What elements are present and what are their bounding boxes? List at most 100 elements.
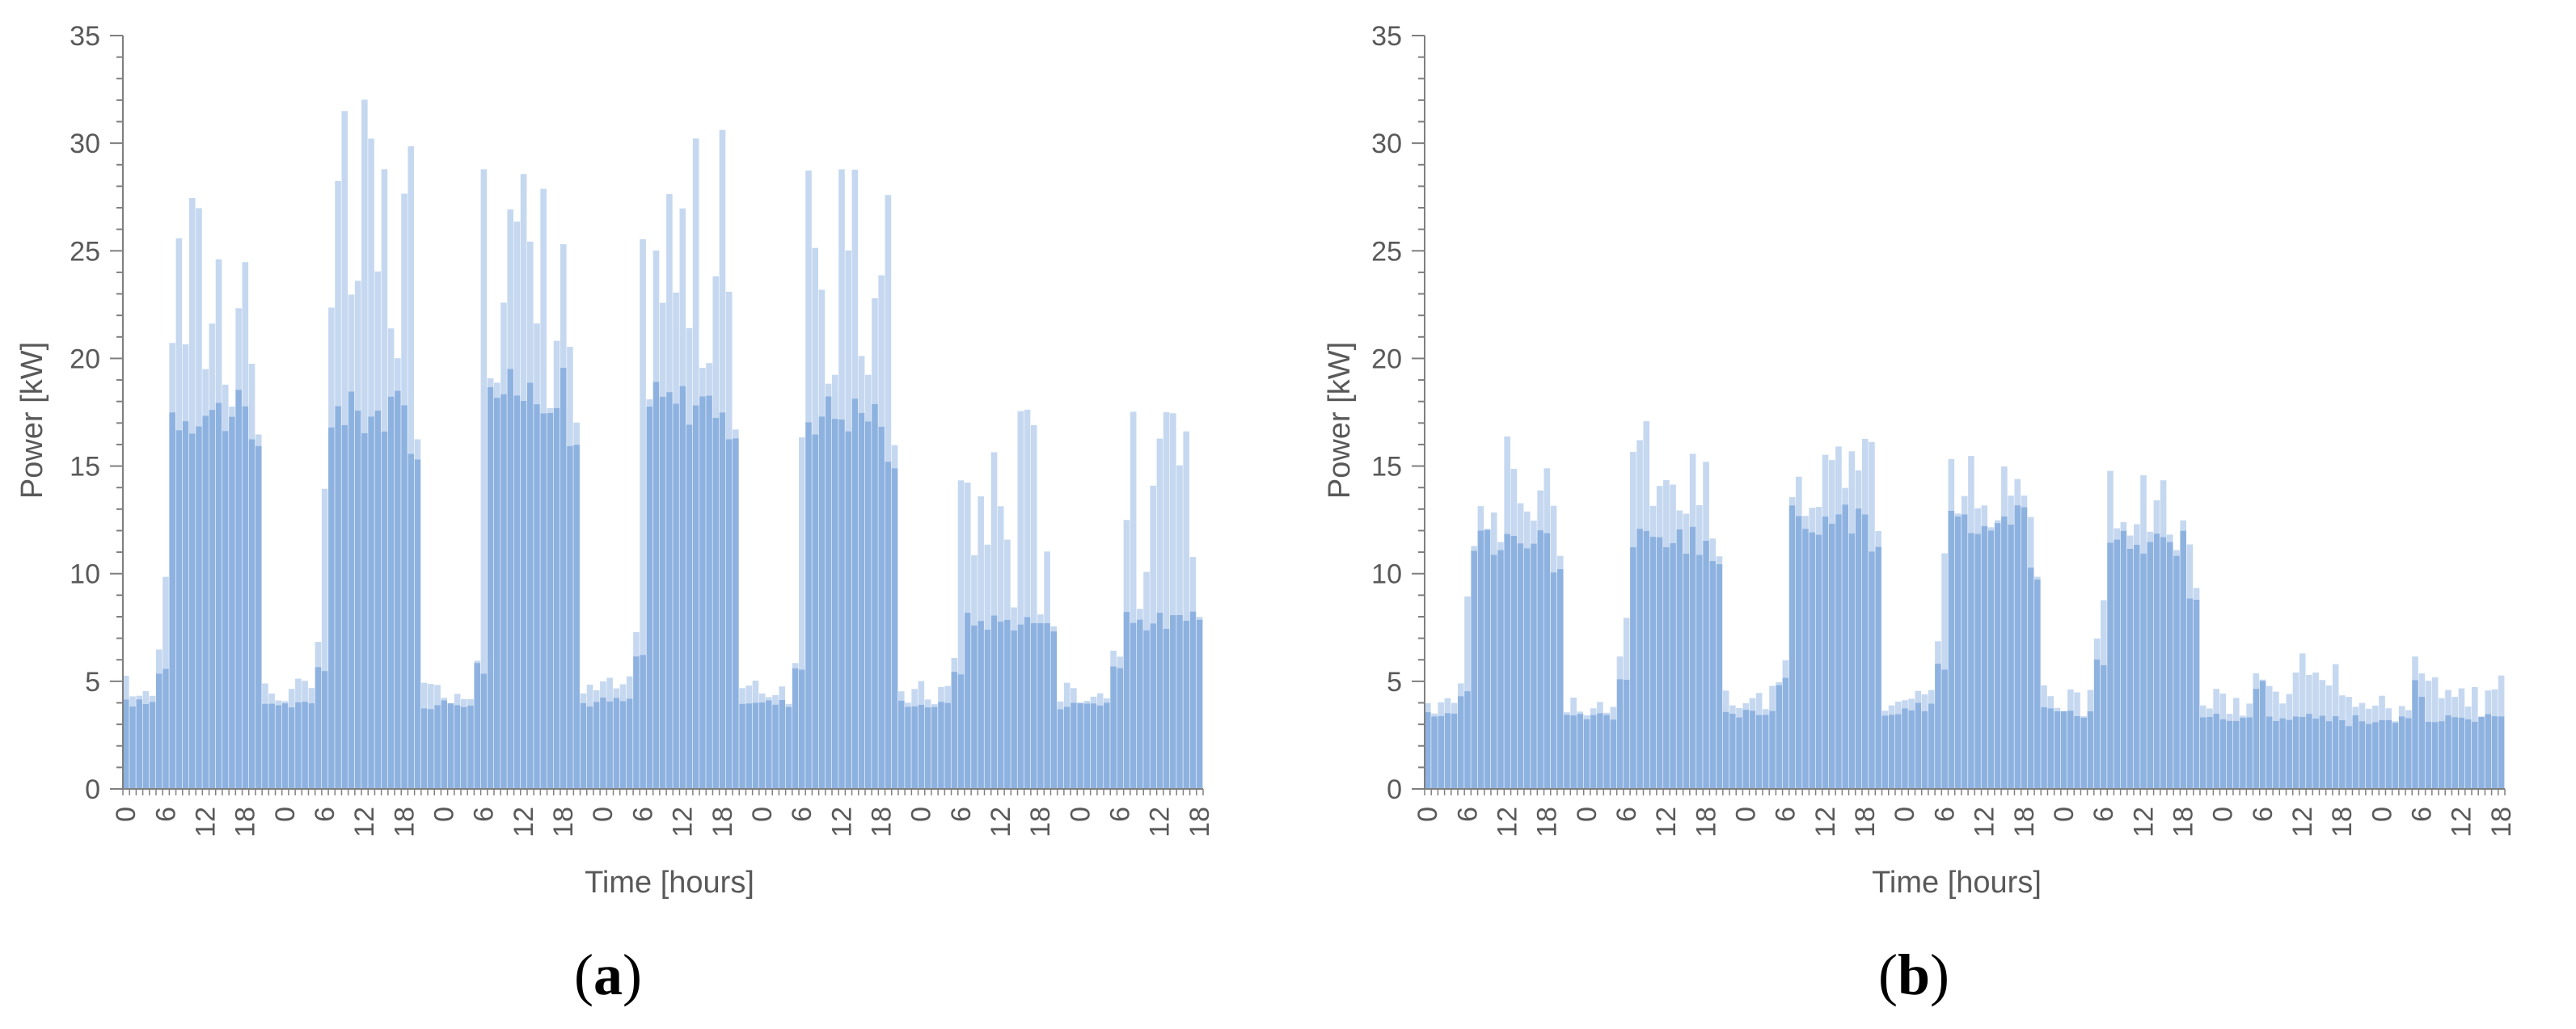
bar [1623, 679, 1630, 789]
bar-spike [368, 138, 374, 417]
bar [434, 705, 441, 789]
bar [758, 702, 766, 789]
bar-spike [1954, 513, 1962, 517]
bar-spike [2319, 680, 2326, 716]
bar-spike [2080, 716, 2088, 718]
bar-spike [1050, 626, 1058, 632]
bar [2325, 721, 2333, 789]
bar [2067, 711, 2074, 789]
bar [1050, 631, 1058, 789]
x-tick-label: 0 [1413, 807, 1443, 822]
bar-spike [1888, 705, 1895, 715]
bar [401, 405, 408, 789]
bar [321, 671, 328, 789]
bar [1163, 628, 1170, 789]
bar [619, 701, 627, 789]
x-tick-label: 6 [2248, 807, 2278, 822]
x-tick-label: 6 [2088, 807, 2119, 822]
bar [1749, 711, 1756, 789]
bar-spike [142, 690, 150, 704]
bar [534, 404, 540, 789]
bar-spike [1696, 504, 1703, 555]
bar [1156, 613, 1163, 789]
bar-spike [1163, 411, 1170, 629]
bar-spike [905, 702, 911, 707]
bar-spike [341, 111, 348, 425]
bar [2398, 716, 2405, 789]
bar-spike [1795, 476, 1802, 517]
x-tick-label: 6 [627, 807, 658, 822]
bar-spike [825, 383, 832, 397]
bar-spike [1457, 683, 1464, 697]
bar-spike [1755, 693, 1763, 715]
bar [613, 698, 620, 789]
bar-spike [487, 378, 494, 387]
bar [1077, 702, 1083, 789]
bar [2074, 715, 2080, 789]
x-ticks: 0 6 12 18 0 6 12 18 0 6 12 18 0 6 12 18 0 6 12 18 0 6 12 18 0 6 12… [1413, 789, 2517, 837]
bar [302, 702, 308, 789]
y-ticks: 0 5 10 15 20 25 30 35 [1371, 21, 1425, 805]
bar [600, 698, 606, 789]
bar [838, 419, 845, 789]
bar-spike [1683, 513, 1690, 555]
bar-spike [1583, 715, 1590, 719]
bar [2472, 722, 2478, 789]
bar [1517, 543, 1524, 789]
bar-spike [2067, 689, 2074, 711]
bar-spike [725, 291, 733, 440]
x-tick-label: 0 [429, 807, 460, 822]
bar [2080, 717, 2088, 789]
x-tick-label: 18 [389, 807, 420, 837]
bar [441, 700, 448, 789]
x-tick-label: 18 [707, 807, 738, 837]
bar-spike [772, 694, 779, 705]
bar-spike [1176, 465, 1183, 615]
x-tick-label: 6 [1611, 807, 1642, 822]
bar-spike [401, 193, 408, 406]
x-tick-label: 0 [906, 807, 937, 822]
bar [2173, 555, 2180, 789]
x-tick-label: 0 [1065, 807, 1096, 822]
bar-spike [1828, 460, 1835, 524]
bar-spike [586, 684, 593, 707]
bar [2451, 717, 2459, 789]
bar [1636, 529, 1643, 789]
bar-spike [169, 343, 175, 413]
bar [1037, 623, 1044, 789]
bar-spike [1948, 458, 1955, 511]
bar-spike [1004, 539, 1011, 620]
bar-spike [1709, 538, 1717, 562]
bar-spike [229, 407, 235, 417]
x-tick-label: 12 [1810, 807, 1841, 837]
bar-spike [1556, 555, 1564, 569]
y-tick-label: 20 [1371, 344, 1402, 374]
bar-spike [507, 209, 513, 369]
bar-spike [673, 292, 679, 404]
bar-spike [2034, 576, 2041, 580]
bar-spike [2379, 695, 2385, 720]
bar-spike [235, 308, 242, 390]
bar [1948, 511, 1955, 789]
bar [872, 403, 878, 789]
bar [507, 369, 513, 789]
bar-spike [1063, 682, 1071, 707]
x-tick-label: 12 [668, 807, 699, 837]
bar-spike [924, 699, 931, 708]
bar-spike [534, 323, 540, 405]
bar [586, 706, 593, 789]
y-tick-label: 30 [70, 129, 100, 159]
bar [2458, 717, 2465, 789]
bar [395, 390, 401, 789]
bar-spike [1663, 479, 1670, 547]
bar [361, 432, 368, 789]
bar [924, 707, 931, 789]
bar-spike [2325, 685, 2333, 722]
bar-spike [155, 649, 163, 674]
bar [864, 421, 872, 789]
bar-spike [2458, 688, 2465, 718]
bar [1987, 530, 1995, 789]
bar-spike [513, 221, 521, 396]
bar [2319, 715, 2326, 789]
bar-spike [1908, 698, 1915, 711]
